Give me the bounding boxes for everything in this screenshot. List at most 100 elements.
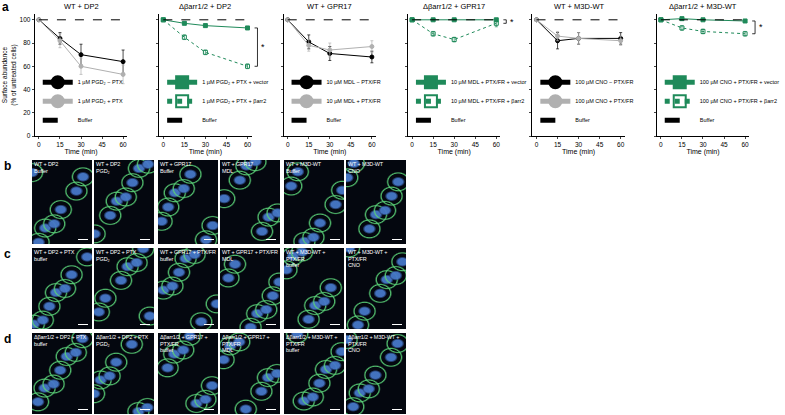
svg-text:15: 15 — [56, 141, 64, 148]
svg-text:Time (min): Time (min) — [686, 148, 719, 156]
svg-text:45: 45 — [720, 141, 728, 148]
html-text:WT + M3D-WT: WT + M3D-WT — [348, 161, 384, 167]
svg-text:Buffer: Buffer — [451, 117, 466, 123]
html-text:Buffer: Buffer — [160, 167, 174, 174]
html-text:MDL: MDL — [222, 167, 234, 174]
svg-text:30: 30 — [699, 141, 707, 148]
svg-text:0: 0 — [27, 132, 31, 139]
svg-text:0: 0 — [535, 141, 539, 148]
html-text:WT + DP2: WT + DP2 — [96, 161, 121, 167]
svg-text:15: 15 — [554, 141, 562, 148]
html-text:WT + GPR17: WT + GPR17 — [160, 161, 192, 167]
svg-text:15: 15 — [430, 141, 438, 148]
html-text:buffer: buffer — [160, 255, 174, 262]
svg-text:60: 60 — [119, 141, 127, 148]
html-text:Δβarr1/2 + M3D-WT + PTX/FR: Δβarr1/2 + M3D-WT + PTX/FR — [348, 334, 400, 347]
svg-text:10 µM MDL + PTX/FR + vector: 10 µM MDL + PTX/FR + vector — [451, 79, 527, 85]
svg-text:Time (min): Time (min) — [313, 148, 346, 156]
html-text:Buffer: Buffer — [286, 167, 300, 174]
svg-text:0: 0 — [37, 141, 41, 148]
svg-text:Time (min): Time (min) — [562, 148, 595, 156]
html-text:WT + DP2 + PTX: WT + DP2 + PTX — [96, 249, 137, 255]
svg-text:WT + M3D-WT: WT + M3D-WT — [554, 2, 604, 11]
svg-text:Buffer: Buffer — [575, 117, 590, 123]
svg-text:30: 30 — [326, 141, 334, 148]
svg-text:Time (min): Time (min) — [438, 148, 471, 156]
svg-text:30: 30 — [77, 141, 85, 148]
html-text:buffer: buffer — [34, 340, 48, 347]
svg-text:100 µM CNO − PTX/FR: 100 µM CNO − PTX/FR — [575, 79, 633, 85]
svg-text:30: 30 — [575, 141, 583, 148]
html-text:PGD₂: PGD₂ — [96, 255, 110, 262]
html-text:WT + DP2: WT + DP2 — [34, 161, 59, 167]
svg-text:60: 60 — [23, 63, 31, 70]
svg-text:60: 60 — [617, 141, 625, 148]
html-text:CNO: CNO — [348, 167, 360, 174]
html-text:Δβarr1/2 + GPR17 + PTX/FR: Δβarr1/2 + GPR17 + PTX/FR — [222, 334, 270, 347]
svg-text:1 µM PGD₂ + PTX + vector: 1 µM PGD₂ + PTX + vector — [202, 79, 268, 85]
svg-text:20: 20 — [23, 109, 31, 116]
svg-text:Δβarr1/2 + GPR17: Δβarr1/2 + GPR17 — [423, 2, 485, 11]
svg-text:100: 100 — [20, 16, 31, 23]
svg-text:WT + GPR17: WT + GPR17 — [307, 2, 352, 11]
svg-text:60: 60 — [244, 141, 252, 148]
svg-text:45: 45 — [223, 141, 231, 148]
svg-text:40: 40 — [23, 86, 31, 93]
html-text:MDL: MDL — [222, 255, 234, 262]
svg-text:60: 60 — [368, 141, 376, 148]
html-text:c: c — [4, 247, 11, 261]
svg-text:0: 0 — [410, 141, 414, 148]
svg-text:Buffer: Buffer — [78, 117, 93, 123]
svg-text:Buffer: Buffer — [700, 117, 715, 123]
svg-text:0: 0 — [162, 141, 166, 148]
svg-text:0: 0 — [286, 141, 290, 148]
svg-text:10 µM MDL + PTX/FR: 10 µM MDL + PTX/FR — [327, 98, 381, 104]
svg-text:15: 15 — [305, 141, 313, 148]
svg-text:30: 30 — [451, 141, 459, 148]
html-text:buffer: buffer — [34, 255, 48, 262]
svg-text:WT + DP2: WT + DP2 — [64, 2, 99, 11]
svg-text:*: * — [759, 22, 763, 32]
svg-text:100 µM CNO + PTX/FR + vector: 100 µM CNO + PTX/FR + vector — [700, 79, 779, 85]
html-text:WT + GPR17: WT + GPR17 — [222, 161, 254, 167]
svg-text:60: 60 — [493, 141, 501, 148]
svg-text:1 µM PGD₂ + PTX + βarr2: 1 µM PGD₂ + PTX + βarr2 — [202, 98, 266, 104]
html-text:WT + M3D-WT + PTX/FR: WT + M3D-WT + PTX/FR — [348, 249, 388, 262]
html-text:WT + M3D-WT: WT + M3D-WT — [286, 161, 322, 167]
html-text:b: b — [4, 159, 12, 173]
svg-text:100 µM CNO + PTX/FR: 100 µM CNO + PTX/FR — [575, 98, 633, 104]
html-text:Δβarr1/2 + M3D-WT + PTX/FR: Δβarr1/2 + M3D-WT + PTX/FR — [286, 334, 338, 347]
svg-text:Δβarr1/2 + DP2: Δβarr1/2 + DP2 — [179, 2, 231, 11]
svg-text:10 µM MDL + PTX/FR + βarr2: 10 µM MDL + PTX/FR + βarr2 — [451, 98, 524, 104]
html-text:PGD₂: PGD₂ — [96, 340, 110, 347]
svg-text:60: 60 — [741, 141, 749, 148]
html-text:Buffer: Buffer — [34, 167, 48, 174]
svg-text:Time (min): Time (min) — [64, 148, 97, 156]
svg-text:Time (min): Time (min) — [189, 148, 222, 156]
html-text:d: d — [4, 332, 12, 346]
svg-text:100 µM CNO + PTX/FR + βarr2: 100 µM CNO + PTX/FR + βarr2 — [700, 98, 777, 104]
svg-text:0: 0 — [659, 141, 663, 148]
svg-text:Surface abundance(% of untreat: Surface abundance(% of untreated cells) — [1, 44, 17, 105]
svg-text:45: 45 — [596, 141, 604, 148]
svg-text:45: 45 — [98, 141, 106, 148]
svg-text:*: * — [261, 42, 265, 52]
html-text:WT + M3D-WT + PTX/FR: WT + M3D-WT + PTX/FR — [286, 249, 326, 262]
svg-text:30: 30 — [202, 141, 210, 148]
svg-text:1 µM PGD₂ + PTX: 1 µM PGD₂ + PTX — [78, 98, 123, 104]
svg-text:1 µM PGD₂ − PTX: 1 µM PGD₂ − PTX — [78, 79, 123, 85]
html-text:Δβarr1/2 + GPR17 + PTX/FR: Δβarr1/2 + GPR17 + PTX/FR — [160, 334, 208, 347]
html-text:PGD₂: PGD₂ — [96, 167, 110, 174]
svg-text:10 µM MDL − PTX/FR: 10 µM MDL − PTX/FR — [327, 79, 381, 85]
html-text:a: a — [2, 0, 9, 14]
svg-text:Buffer: Buffer — [202, 117, 217, 123]
svg-text:15: 15 — [181, 141, 189, 148]
html-text:WT + DP2 + PTX: WT + DP2 + PTX — [34, 249, 75, 255]
svg-text:80: 80 — [23, 39, 31, 46]
svg-text:15: 15 — [678, 141, 686, 148]
svg-text:45: 45 — [472, 141, 480, 148]
svg-text:45: 45 — [347, 141, 355, 148]
svg-text:*: * — [510, 17, 514, 27]
svg-text:Buffer: Buffer — [327, 117, 342, 123]
svg-text:Δβarr1/2 + M3D-WT: Δβarr1/2 + M3D-WT — [669, 2, 737, 11]
